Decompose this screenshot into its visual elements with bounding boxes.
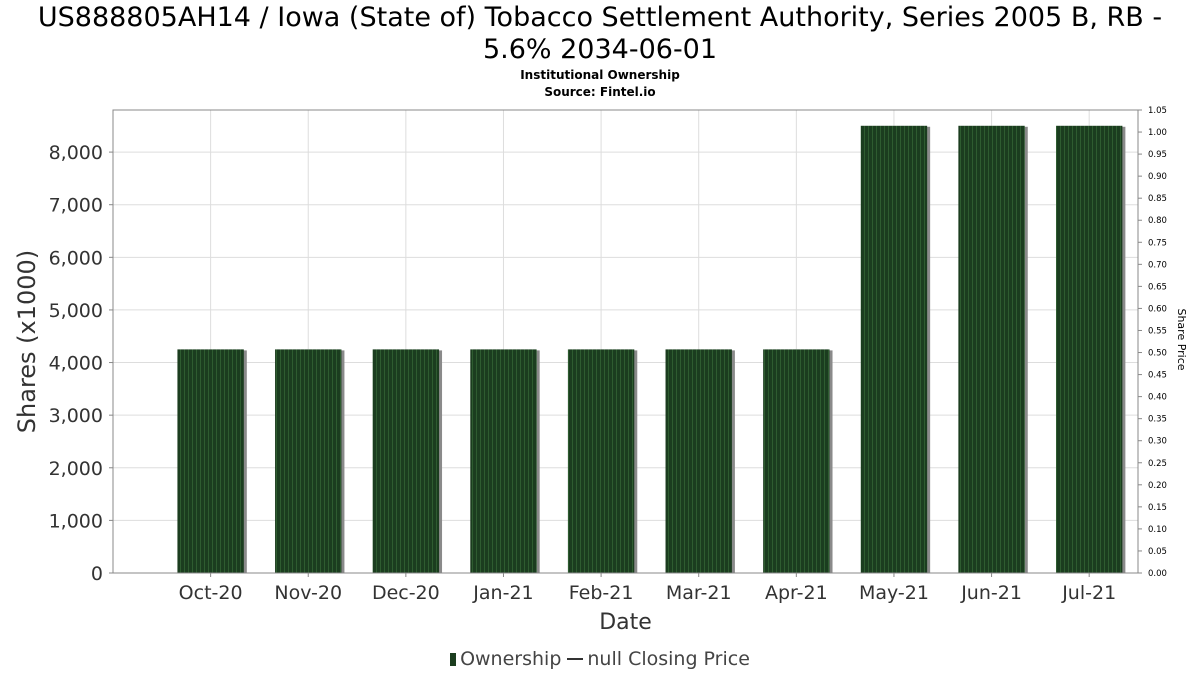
y-tick-label: 8,000 [49,142,103,164]
x-tick-label: Mar-21 [666,582,732,604]
price-legend-line [567,658,584,660]
chart-legend: Ownership null Closing Price [0,648,1200,670]
y2-tick-label: 0.15 [1148,503,1167,513]
ownership-bar [1056,125,1123,573]
y2-tick-label: 0.75 [1148,238,1167,248]
ownership-bar [470,349,537,573]
x-tick-label: Apr-21 [765,582,828,604]
y2-tick-label: 0.00 [1148,569,1167,579]
y2-tick-label: 0.50 [1148,349,1167,359]
y-tick-label: 6,000 [49,247,103,269]
chart-subtitle: Institutional Ownership [520,68,680,82]
y2-tick-label: 1.00 [1148,128,1167,138]
ownership-bar [665,349,732,573]
x-tick-label: May-21 [859,582,929,604]
y2-tick-label: 0.40 [1148,393,1167,403]
chart-title-line-1: US888805AH14 / Iowa (State of) Tobacco S… [37,2,1163,33]
y2-tick-label: 0.10 [1148,525,1167,535]
y-tick-label: 3,000 [49,405,103,427]
y-axis-label: Shares (x1000) [13,250,41,433]
y2-tick-label: 0.55 [1148,326,1167,336]
ownership-bar [177,349,244,573]
y2-tick-label: 0.30 [1148,437,1167,447]
y2-tick-label: 0.95 [1148,150,1167,160]
y-tick-label: 4,000 [49,353,103,375]
x-axis-label: Date [599,610,652,635]
y-tick-label: 5,000 [49,300,103,322]
x-tick-label: Jun-21 [960,582,1022,604]
y2-tick-label: 0.70 [1148,260,1167,270]
x-tick-label: Nov-20 [274,582,342,604]
ownership-legend-swatch [450,653,457,666]
y2-tick-label: 0.60 [1148,304,1167,314]
y2-tick-label: 1.05 [1148,106,1167,116]
x-tick-label: Oct-20 [179,582,243,604]
y-tick-label: 1,000 [49,510,103,532]
ownership-bar [567,349,635,573]
y2-tick-label: 0.80 [1148,216,1167,226]
ownership-bar [372,349,440,573]
y-tick-label: 7,000 [49,195,103,217]
chart-title-line-2: 5.6% 2034-06-01 [482,34,718,65]
y2-tick-label: 0.65 [1148,282,1167,292]
x-tick-label: Dec-20 [372,582,440,604]
y2-tick-label: 0.35 [1148,415,1167,425]
plot-frame [112,109,1139,574]
y2-tick-label: 0.85 [1148,194,1167,204]
chart-source: Source: Fintel.io [544,85,656,99]
x-tick-label: Jan-21 [472,582,533,604]
ownership-bar [275,349,342,573]
x-tick-label: Feb-21 [569,582,634,604]
y2-tick-label: 0.90 [1148,172,1167,182]
ownership-legend-label: Ownership [460,648,562,670]
y2-tick-label: 0.20 [1148,481,1167,491]
ownership-bar [958,125,1025,573]
y2-tick-label: 0.25 [1148,459,1167,469]
price-legend-label: null Closing Price [587,648,750,670]
x-tick-label: Jul-21 [1061,582,1116,604]
ownership-bar [860,125,928,573]
y-tick-label: 2,000 [49,458,103,480]
y2-tick-label: 0.45 [1148,371,1167,381]
ownership-bar [763,349,830,573]
y2-tick-label: 0.05 [1148,547,1167,557]
y-tick-label: 0 [91,563,103,585]
y2-axis-label: Share Price [1175,308,1188,370]
